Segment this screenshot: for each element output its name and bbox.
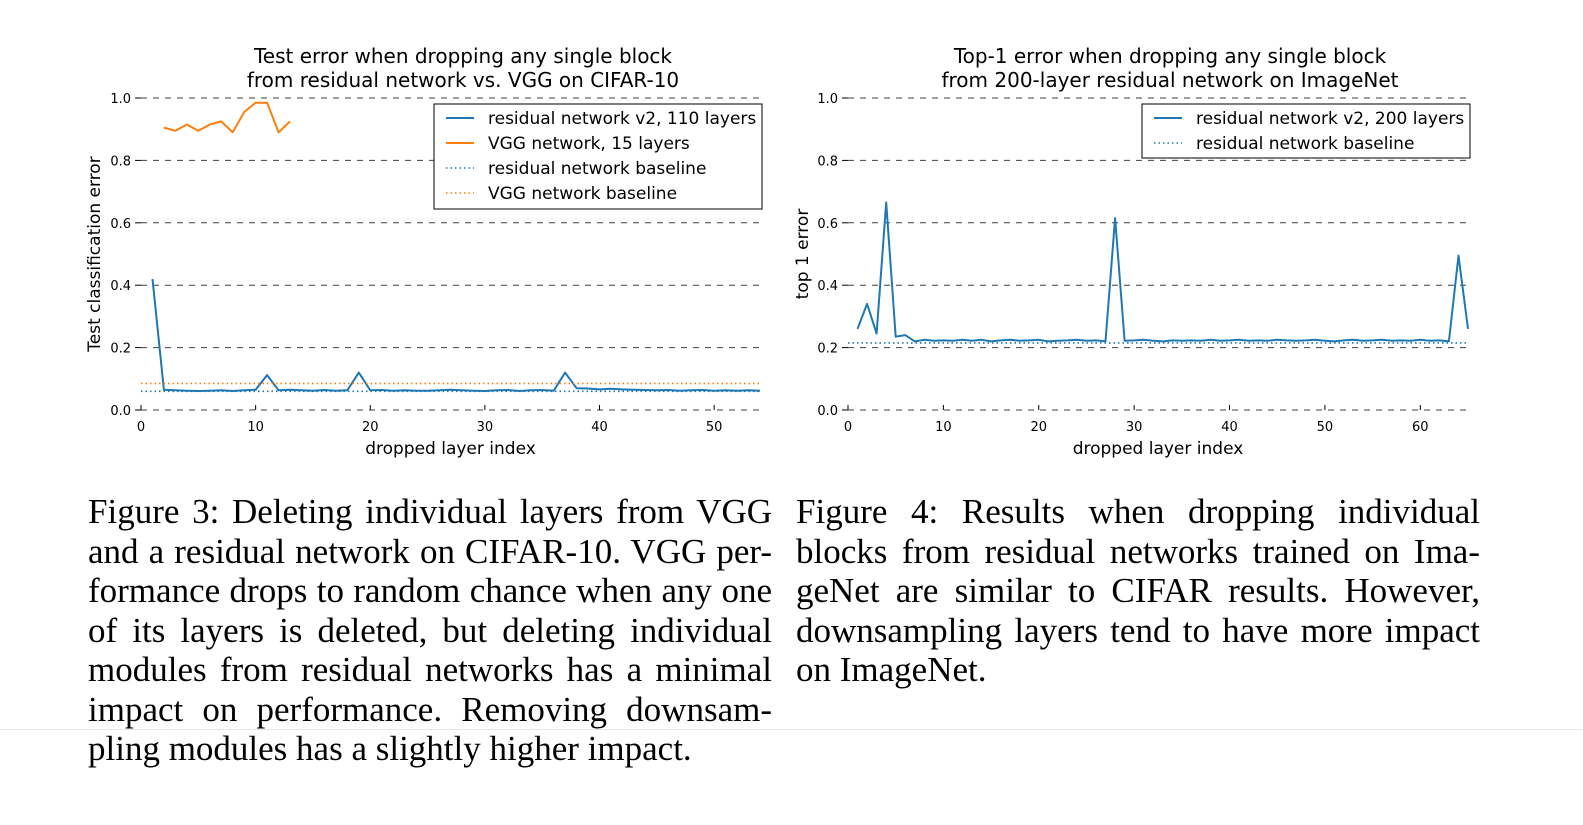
- x-tick-label: 40: [591, 420, 608, 435]
- x-tick-label: 0: [844, 420, 852, 435]
- figure3-caption: Figure 3: Deleting individual layers fro…: [88, 492, 772, 769]
- chart-title: Top-1 error when dropping any single blo…: [953, 44, 1387, 68]
- figure3-caption-line: pling modules has a slightly higher impa…: [88, 729, 692, 768]
- y-tick-label: 0.4: [110, 279, 131, 294]
- y-axis-label: top 1 error: [793, 209, 813, 300]
- x-axis-label: dropped layer index: [1073, 439, 1244, 459]
- figure3-caption-line: formance drops to random chance when any…: [88, 571, 772, 610]
- y-tick-label: 1.0: [110, 92, 131, 107]
- figure-charts: Test error when dropping any single bloc…: [85, 44, 1471, 459]
- x-tick-label: 40: [1221, 420, 1238, 435]
- legend-label: residual network v2, 110 layers: [488, 109, 756, 129]
- legend-box: [433, 103, 763, 210]
- x-tick-label: 50: [706, 420, 723, 435]
- page-divider: [0, 729, 1583, 730]
- series-line: [856, 201, 1469, 343]
- figure4-caption-line: on ImageNet.: [796, 650, 987, 689]
- y-tick-label: 0.4: [817, 279, 838, 294]
- chart-2: Top-1 error when dropping any single blo…: [793, 44, 1471, 459]
- figure4-caption-line: downsampling layers tend to have more im…: [796, 610, 1480, 650]
- chart-1: Test error when dropping any single bloc…: [85, 44, 763, 459]
- y-tick-label: 0.6: [817, 217, 838, 232]
- figure3-caption-line: of its layers is deleted, but deleting i…: [88, 610, 772, 650]
- y-tick-label: 0.0: [110, 404, 131, 419]
- legend-label: residual network v2, 200 layers: [1196, 109, 1464, 129]
- y-tick-label: 1.0: [817, 92, 838, 107]
- x-axis-label: dropped layer index: [365, 439, 536, 459]
- figure3-caption-line: Figure 3: Deleting individual layers fro…: [88, 492, 772, 531]
- legend-label: residual network baseline: [1196, 134, 1414, 154]
- legend: residual network v2, 200 layers residual …: [1141, 103, 1471, 159]
- y-tick-label: 0.2: [110, 342, 131, 357]
- x-tick-label: 60: [1412, 420, 1429, 435]
- y-tick-label: 0.2: [817, 342, 838, 357]
- series-line: [163, 101, 291, 134]
- legend: residual network v2, 110 layers VGG netwo…: [433, 103, 763, 210]
- x-tick-label: 10: [935, 420, 952, 435]
- y-tick-label: 0.8: [817, 154, 838, 169]
- figure3-caption-line: modules from residual networks has a min…: [88, 650, 772, 689]
- y-axis-label: Test classification error: [85, 156, 105, 352]
- legend-label: VGG network baseline: [488, 184, 677, 204]
- series-line: [151, 278, 761, 392]
- legend-box: [1141, 103, 1471, 159]
- figure3-caption-line: and a residual network on CIFAR-10. VGG …: [88, 531, 772, 571]
- chart-title: from residual network vs. VGG on CIFAR-1…: [247, 68, 679, 92]
- figure4-caption-line: Figure 4: Results when dropping individu…: [796, 492, 1480, 531]
- x-tick-label: 30: [477, 420, 494, 435]
- figure3-caption-line: impact on performance. Removing downsam-: [88, 689, 772, 729]
- x-tick-label: 20: [362, 420, 379, 435]
- figure4-caption: Figure 4: Results when dropping individu…: [796, 492, 1480, 690]
- x-tick-label: 10: [247, 420, 264, 435]
- x-tick-label: 30: [1126, 420, 1143, 435]
- figure4-caption-line: blocks from residual networks trained on…: [796, 531, 1480, 571]
- chart-title: from 200-layer residual network on Image…: [941, 68, 1398, 92]
- figure4-caption-line: geNet are similar to CIFAR results. Howe…: [796, 571, 1480, 610]
- y-tick-label: 0.6: [110, 217, 131, 232]
- chart-title: Test error when dropping any single bloc…: [253, 44, 672, 68]
- x-tick-label: 20: [1030, 420, 1047, 435]
- legend-label: VGG network, 15 layers: [488, 134, 690, 154]
- y-tick-label: 0.0: [817, 404, 838, 419]
- x-tick-label: 50: [1317, 420, 1334, 435]
- legend-label: residual network baseline: [488, 159, 706, 179]
- x-tick-label: 0: [137, 420, 145, 435]
- y-tick-label: 0.8: [110, 154, 131, 169]
